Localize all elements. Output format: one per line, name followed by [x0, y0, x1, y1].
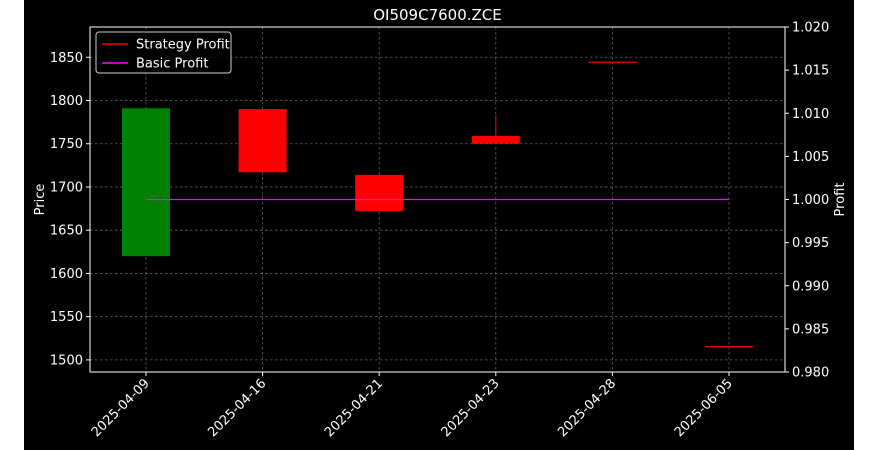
y-tick-label: 1550: [50, 310, 83, 325]
y-axis-label: Price: [33, 184, 48, 216]
y2-axis-label: Profit: [833, 183, 848, 217]
candle-body: [122, 108, 170, 257]
legend-box: [95, 31, 232, 74]
y-tick-label: 1600: [50, 267, 83, 282]
y-tick-label: 1650: [50, 224, 83, 239]
candle-body: [588, 61, 637, 63]
y-tick-label: 1800: [50, 94, 83, 109]
legend-label: Basic Profit: [136, 57, 208, 72]
y-tick-label: 1700: [50, 180, 83, 195]
y-tick-label: 1850: [50, 51, 83, 66]
y2-tick-label: 0.980: [792, 366, 829, 381]
y2-tick-label: 1.000: [792, 193, 829, 208]
y2-tick-label: 1.015: [792, 64, 829, 79]
y2-tick-label: 1.020: [792, 21, 829, 36]
chart-title: OI509C7600.ZCE: [373, 6, 502, 24]
y2-tick-label: 0.990: [792, 279, 829, 294]
y-tick-label: 1750: [50, 137, 83, 152]
candle-body: [355, 174, 404, 212]
candle-body: [705, 346, 753, 348]
y2-tick-label: 1.005: [792, 150, 829, 165]
y2-tick-label: 0.985: [792, 322, 829, 337]
legend-label: Strategy Profit: [136, 38, 230, 53]
candle-body: [471, 135, 520, 144]
y-tick-label: 1500: [50, 353, 83, 368]
candle-body: [238, 109, 287, 173]
y2-tick-label: 0.995: [792, 236, 829, 251]
y2-tick-label: 1.010: [792, 107, 829, 122]
